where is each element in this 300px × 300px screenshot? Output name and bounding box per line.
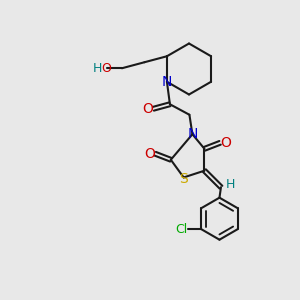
Text: N: N xyxy=(187,127,198,141)
Text: O: O xyxy=(101,62,111,75)
Text: O: O xyxy=(144,147,155,161)
Text: S: S xyxy=(179,172,188,186)
Text: N: N xyxy=(162,75,172,89)
Text: H: H xyxy=(92,62,102,75)
Text: O: O xyxy=(220,136,231,150)
Text: O: O xyxy=(142,102,154,116)
Text: H: H xyxy=(225,178,235,191)
Text: Cl: Cl xyxy=(176,223,188,236)
